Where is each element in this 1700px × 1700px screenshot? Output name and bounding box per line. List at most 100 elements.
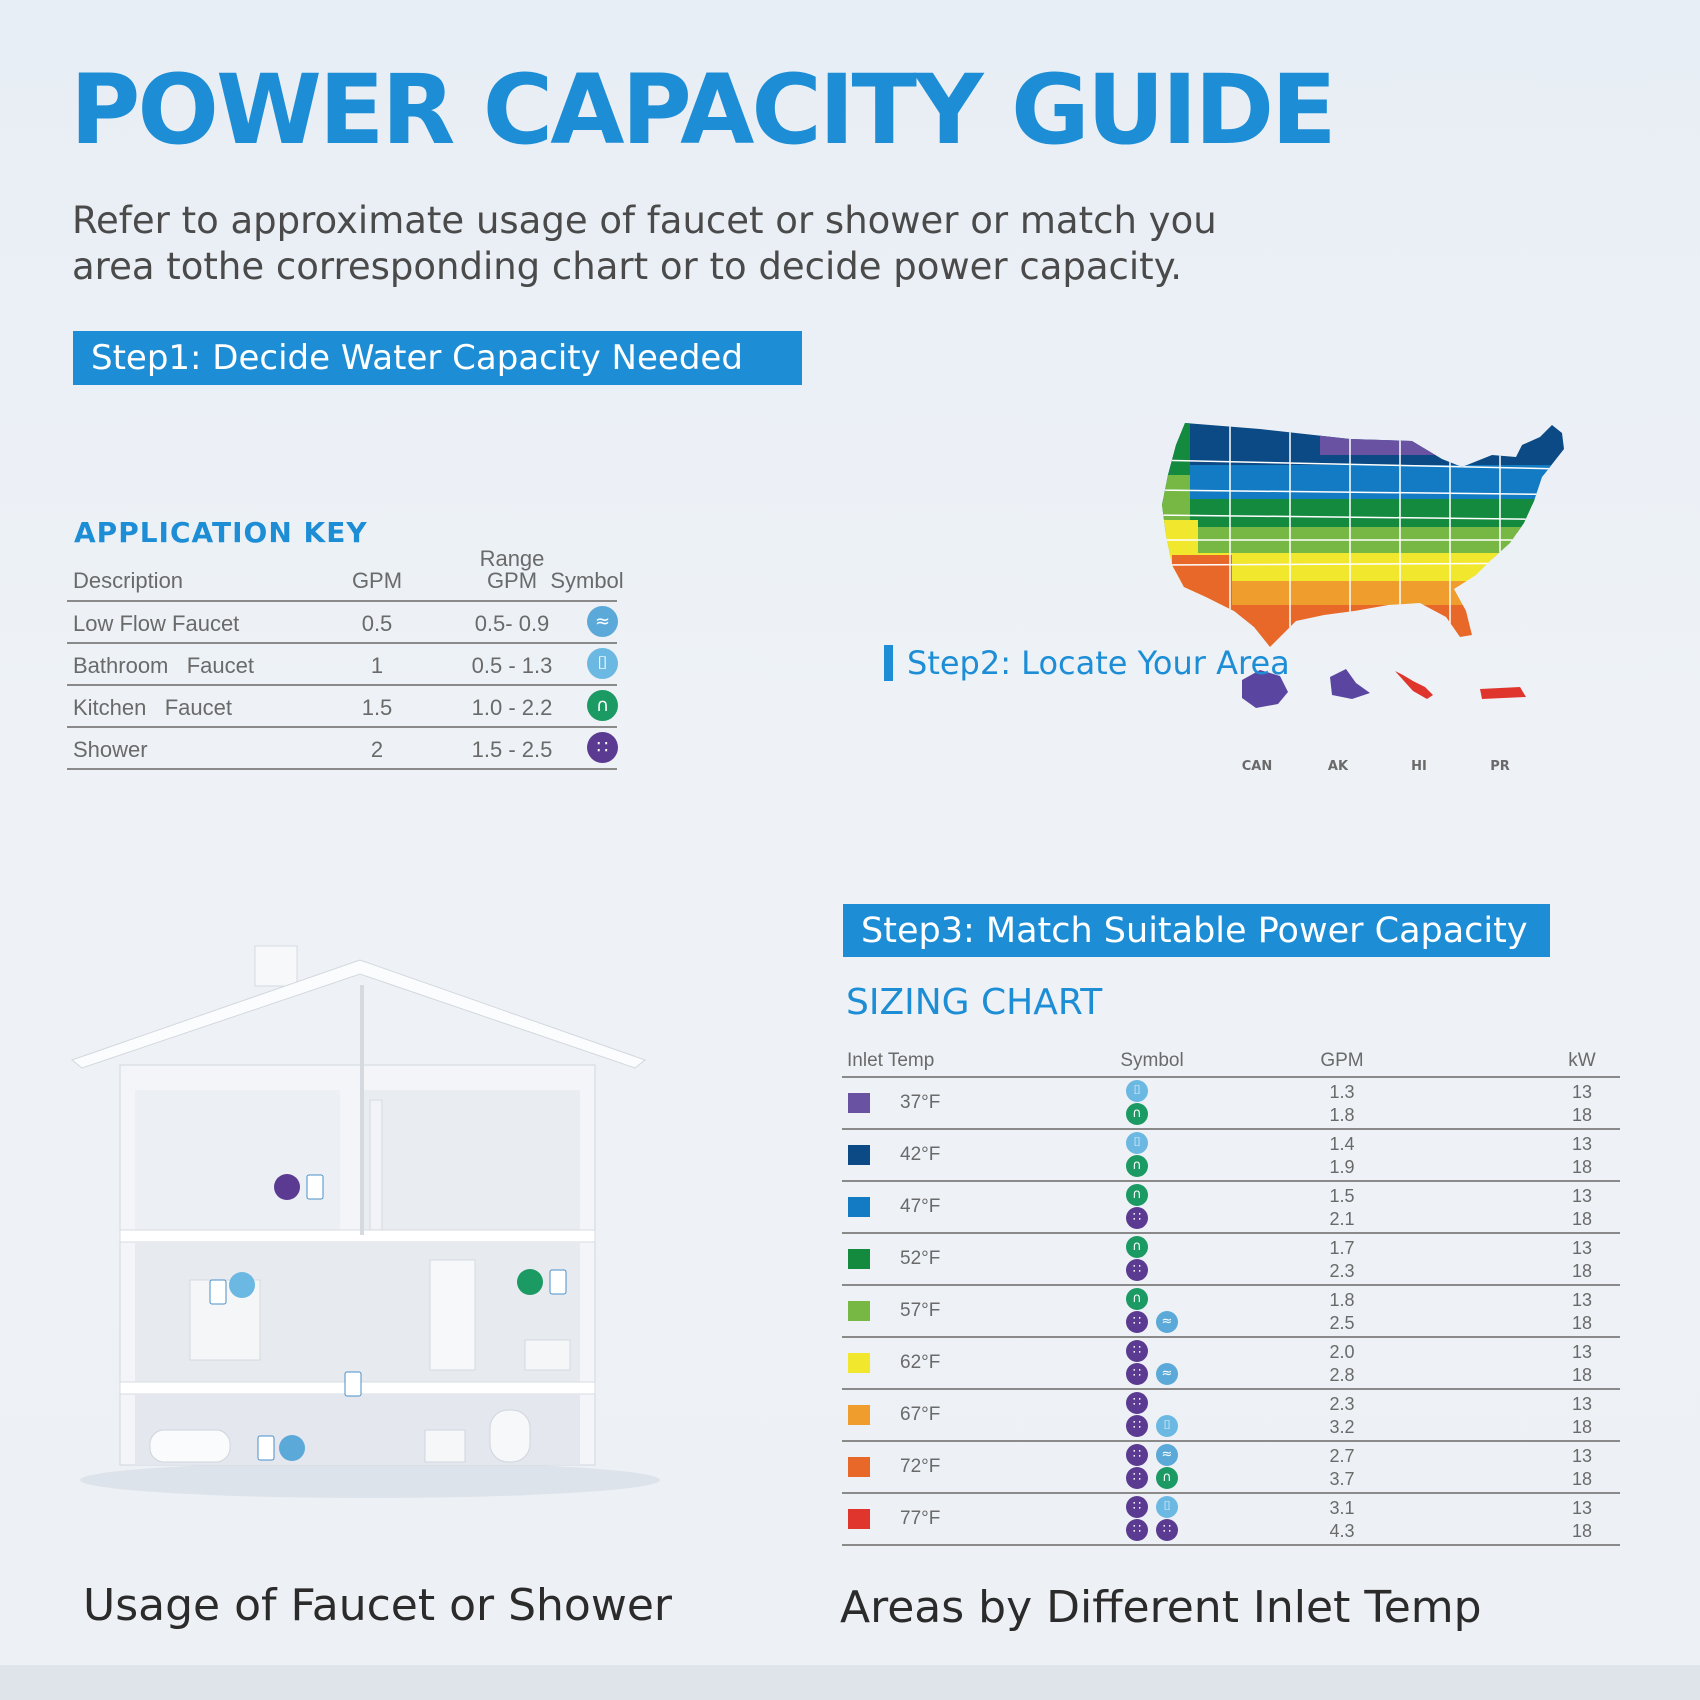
header-gpm: GPM [1320, 1050, 1364, 1071]
low-flow-faucet-icon: ≈ [1156, 1444, 1178, 1467]
water-heater-unit-icon [344, 1371, 362, 1397]
water-heater-unit-icon [549, 1269, 567, 1295]
kw-value: 13 [1571, 1498, 1593, 1518]
kitchen-faucet-icon [517, 1269, 543, 1295]
low-flow-faucet-icon: ≈ [1156, 1311, 1178, 1334]
key-range: 0.5- 0.9 [474, 611, 550, 636]
kw-values: 13 18 [1562, 1289, 1602, 1335]
sizing-row: 42°F ⌷ ∩ 1.4 1.9 13 18 [842, 1130, 1620, 1182]
key-gpm: 1 [370, 653, 384, 678]
water-heater-unit-icon [306, 1174, 324, 1200]
kw-value: 18 [1571, 1521, 1593, 1541]
sizing-row: 57°F ∩ ∷ ≈1.8 2.5 13 18 [842, 1286, 1620, 1338]
kw-value: 13 [1571, 1446, 1593, 1466]
shower-icon: ∷ [1126, 1519, 1148, 1542]
shower-icon: ∷ [1126, 1444, 1148, 1467]
gpm-value: 2.7 [1329, 1446, 1355, 1466]
key-row: Bathroom Faucet 1 0.5 - 1.3 ⌷ [67, 644, 618, 686]
gpm-value: 1.5 [1329, 1186, 1355, 1206]
gpm-values: 2.0 2.8 [1302, 1341, 1382, 1387]
gpm-value: 2.5 [1329, 1313, 1355, 1333]
page-title: POWER CAPACITY GUIDE [70, 54, 1337, 166]
gpm-value: 4.3 [1329, 1521, 1355, 1541]
temp-color-swatch [848, 1353, 870, 1373]
header-inlet-temp: Inlet Temp [847, 1050, 935, 1071]
symbol-column: ⌷ ∩ [1112, 1132, 1192, 1178]
kitchen-faucet-icon: ∩ [1126, 1184, 1148, 1207]
kitchen-faucet-icon: ∩ [1126, 1236, 1148, 1259]
header-symbol: Symbol [1120, 1050, 1184, 1071]
caption-usage: Usage of Faucet or Shower [83, 1580, 672, 1631]
gpm-value: 1.7 [1329, 1238, 1355, 1258]
header-kw: kW [1568, 1050, 1596, 1071]
temp-color-swatch [848, 1249, 870, 1269]
header-symbol: Symbol [550, 568, 624, 593]
key-row: Low Flow Faucet 0.5 0.5- 0.9 ≈ [67, 602, 618, 644]
gpm-value: 1.4 [1329, 1134, 1355, 1154]
sizing-chart-title: SIZING CHART [846, 982, 1103, 1023]
puerto-rico-shape [1480, 687, 1526, 699]
header-gpm: GPM [351, 568, 403, 593]
sizing-chart-table: Inlet Temp Symbol GPM kW 37°F ⌷ ∩ 1.3 1.8 13 1… [842, 1050, 1620, 1546]
territory-label: PR [1490, 759, 1510, 774]
header-range-bottom: GPM [486, 568, 538, 593]
us-inlet-temp-map: CAN AK HI PR [1150, 415, 1610, 790]
kw-values: 13 18 [1562, 1185, 1602, 1231]
temp-color-swatch [848, 1301, 870, 1321]
header-description: Description [73, 568, 184, 593]
gpm-values: 1.4 1.9 [1302, 1133, 1382, 1179]
inlet-temp: 67°F [900, 1404, 941, 1425]
gpm-value: 3.2 [1329, 1417, 1355, 1437]
sizing-row: 77°F ∷ ⌷ ∷ ∷ 3.1 4.3 13 18 [842, 1494, 1620, 1546]
key-description: Bathroom Faucet [73, 653, 254, 678]
temp-color-swatch [848, 1093, 870, 1113]
kw-value: 18 [1571, 1417, 1593, 1437]
gpm-value: 1.9 [1329, 1157, 1355, 1177]
caption-areas: Areas by Different Inlet Temp [840, 1582, 1482, 1633]
gpm-value: 3.1 [1329, 1498, 1355, 1518]
temp-color-swatch [848, 1509, 870, 1529]
kitchen-faucet-icon: ∩ [1126, 1288, 1148, 1311]
sizing-row: 52°F ∩ ∷ 1.7 2.3 13 18 [842, 1234, 1620, 1286]
header-range-top: Range [479, 546, 545, 571]
temp-color-swatch [848, 1405, 870, 1425]
gpm-value: 3.7 [1329, 1469, 1355, 1489]
gpm-value: 1.8 [1329, 1290, 1355, 1310]
shower-icon: ∷ [587, 732, 618, 763]
symbol-column: ∷ ∷ ≈ [1112, 1340, 1192, 1386]
bathroom-faucet-icon: ⌷ [1126, 1132, 1148, 1155]
low-flow-faucet-icon: ≈ [587, 606, 618, 637]
kitchen-faucet-icon: ∩ [1126, 1103, 1148, 1126]
symbol-column: ⌷ ∩ [1112, 1080, 1192, 1126]
territory-label: CAN [1242, 759, 1272, 774]
symbol-column: ∷ ∷ ⌷ [1112, 1392, 1192, 1438]
shower-icon: ∷ [1156, 1519, 1178, 1542]
territory-label: HI [1411, 759, 1427, 774]
gpm-values: 3.1 4.3 [1302, 1497, 1382, 1543]
kw-values: 13 18 [1562, 1133, 1602, 1179]
key-range: 1.0 - 2.2 [471, 695, 553, 720]
inlet-temp: 72°F [900, 1456, 941, 1477]
shower-icon [274, 1174, 300, 1200]
application-key-header: Description GPM Range GPM Symbol [67, 546, 624, 602]
shower-icon: ∷ [1126, 1496, 1148, 1519]
key-description: Low Flow Faucet [73, 611, 240, 636]
kw-value: 13 [1571, 1134, 1593, 1154]
gpm-values: 1.5 2.1 [1302, 1185, 1382, 1231]
gpm-value: 1.3 [1329, 1082, 1355, 1102]
sizing-chart-rows: 37°F ⌷ ∩ 1.3 1.8 13 18 42°F ⌷ ∩ 1.4 1.9 13 18 47°F ∩ ∷ 1.… [842, 1078, 1620, 1546]
key-range: 1.5 - 2.5 [471, 737, 553, 762]
intro-text: Refer to approximate usage of faucet or … [72, 199, 1217, 288]
kitchen-faucet-icon: ∩ [587, 690, 618, 721]
kw-values: 13 18 [1562, 1237, 1602, 1283]
canada-shape [1242, 670, 1288, 708]
key-range: 0.5 - 1.3 [471, 653, 553, 678]
gpm-value: 2.3 [1329, 1394, 1355, 1414]
gpm-value: 2.8 [1329, 1365, 1355, 1385]
kw-value: 13 [1571, 1394, 1593, 1414]
application-key-table: Description GPM Range GPM Symbol Low Flow… [67, 546, 624, 770]
gpm-value: 2.0 [1329, 1342, 1355, 1362]
sizing-chart-header: Inlet Temp Symbol GPM kW [842, 1050, 1620, 1078]
temp-color-swatch [848, 1197, 870, 1217]
low-flow-faucet-icon [279, 1435, 305, 1461]
